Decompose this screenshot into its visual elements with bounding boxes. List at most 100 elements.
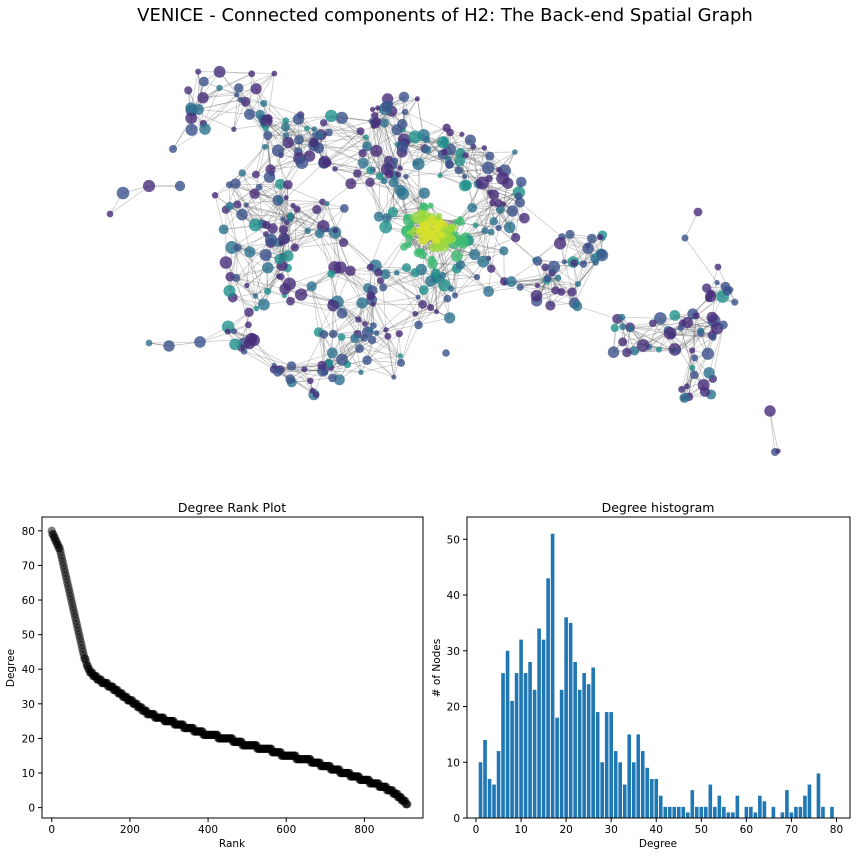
network-edge bbox=[311, 286, 320, 333]
network-node bbox=[277, 273, 285, 281]
network-node bbox=[709, 334, 717, 341]
histogram-bar bbox=[573, 661, 577, 818]
network-edge bbox=[520, 277, 559, 288]
network-node bbox=[260, 99, 268, 108]
network-edge bbox=[285, 162, 325, 198]
network-node bbox=[245, 321, 252, 329]
network-node bbox=[116, 186, 130, 200]
network-node bbox=[290, 243, 299, 252]
network-node bbox=[433, 309, 440, 315]
network-edge bbox=[385, 307, 431, 331]
network-edge bbox=[537, 283, 579, 286]
network-node bbox=[383, 327, 389, 333]
network-node bbox=[253, 305, 260, 312]
network-edge bbox=[254, 193, 291, 218]
network-edge bbox=[307, 230, 336, 268]
network-edge bbox=[459, 182, 483, 219]
network-node bbox=[459, 179, 471, 192]
network-node bbox=[455, 260, 466, 270]
rank-points bbox=[47, 526, 412, 809]
network-edge bbox=[553, 266, 575, 304]
network-edge bbox=[246, 285, 257, 309]
network-node bbox=[278, 225, 288, 235]
network-edge bbox=[472, 207, 513, 212]
histogram-bar bbox=[640, 751, 645, 818]
network-node bbox=[379, 118, 389, 128]
histogram-bar bbox=[654, 778, 659, 818]
histogram-bar bbox=[735, 795, 740, 818]
network-edge bbox=[670, 332, 714, 338]
network-node bbox=[231, 328, 238, 335]
network-edge bbox=[214, 194, 256, 226]
histogram-bar bbox=[519, 639, 523, 818]
network-edge bbox=[289, 283, 338, 303]
network-node bbox=[469, 249, 481, 261]
network-edge bbox=[263, 103, 300, 140]
network-node bbox=[418, 285, 429, 296]
network-node bbox=[337, 333, 346, 341]
network-node bbox=[654, 312, 667, 325]
network-edge bbox=[684, 211, 699, 239]
network-node bbox=[328, 329, 338, 339]
network-edge bbox=[370, 295, 416, 315]
histogram-y-tick-label: 50 bbox=[447, 534, 460, 546]
network-node bbox=[519, 212, 530, 224]
network-node bbox=[425, 223, 436, 235]
network-edge bbox=[324, 161, 371, 171]
network-node bbox=[454, 155, 466, 167]
network-edge bbox=[366, 333, 400, 361]
network-edge bbox=[376, 324, 419, 334]
network-node bbox=[323, 158, 332, 167]
network-edge bbox=[571, 263, 584, 293]
network-edge bbox=[402, 141, 444, 147]
network-node bbox=[582, 242, 594, 255]
network-edge bbox=[334, 230, 376, 267]
network-edge bbox=[203, 101, 246, 124]
histogram-bar bbox=[514, 673, 519, 818]
network-node bbox=[618, 337, 628, 347]
network-node bbox=[553, 237, 567, 250]
network-node bbox=[367, 327, 374, 334]
network-node bbox=[224, 328, 231, 335]
network-node bbox=[360, 333, 369, 342]
network-edge bbox=[671, 334, 714, 338]
histogram-bar bbox=[722, 806, 726, 818]
histogram-bar bbox=[564, 617, 568, 818]
network-node bbox=[626, 325, 634, 333]
network-node bbox=[367, 335, 377, 345]
network-node bbox=[450, 250, 463, 262]
histogram-bar bbox=[744, 806, 749, 818]
rank-x-label: Rank bbox=[219, 838, 246, 850]
histogram-bar bbox=[758, 795, 762, 818]
network-node bbox=[530, 289, 543, 302]
network-edge bbox=[359, 348, 395, 378]
network-edge bbox=[464, 146, 474, 186]
network-edge bbox=[277, 150, 287, 198]
network-edge bbox=[520, 286, 556, 291]
network-edge bbox=[520, 279, 547, 288]
network-edge bbox=[294, 203, 328, 248]
network-node bbox=[366, 263, 374, 271]
network-node bbox=[248, 70, 256, 78]
network-edge bbox=[331, 305, 334, 353]
network-node bbox=[163, 340, 175, 352]
network-edge bbox=[255, 135, 287, 175]
network-node bbox=[309, 387, 316, 394]
network-edge bbox=[229, 254, 266, 292]
network-node bbox=[370, 118, 381, 129]
network-edge bbox=[681, 350, 693, 390]
network-edge bbox=[534, 260, 551, 306]
network-edge bbox=[680, 327, 713, 336]
network-node bbox=[575, 281, 582, 288]
network-node bbox=[534, 282, 540, 289]
network-node bbox=[263, 130, 273, 141]
network-node bbox=[438, 278, 451, 292]
network-node bbox=[690, 370, 699, 380]
network-node bbox=[339, 238, 349, 248]
network-node bbox=[336, 353, 349, 366]
network-node bbox=[358, 369, 364, 376]
network-edge bbox=[621, 317, 635, 351]
network-node bbox=[689, 364, 696, 372]
network-node bbox=[545, 300, 556, 311]
network-edge bbox=[255, 157, 300, 175]
